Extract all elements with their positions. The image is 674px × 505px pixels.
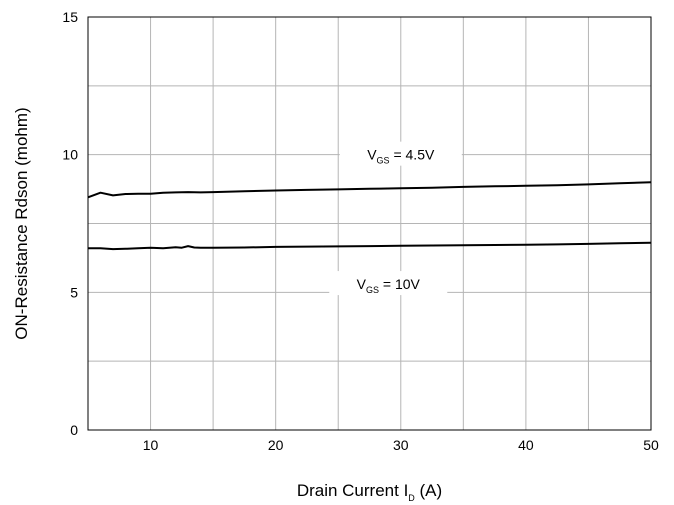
- y-tick-label: 0: [70, 422, 78, 438]
- y-tick-label: 10: [62, 147, 78, 163]
- x-axis-title-subscript: D: [408, 493, 415, 503]
- series-label: VGS = 10V: [357, 276, 421, 295]
- series-line-1: [88, 241, 652, 251]
- series-label-background: [339, 141, 462, 166]
- x-axis-title-main: Drain Current I: [297, 481, 408, 500]
- series-label-subscript: GS: [377, 156, 390, 166]
- tick-labels: 10 20 30 40 50 0 5 10 15: [62, 9, 659, 453]
- x-tick-label: 50: [643, 437, 659, 453]
- x-axis-title: Drain Current ID (A): [297, 481, 442, 503]
- series-label: VGS = 4.5V: [367, 147, 435, 166]
- x-tick-label: 40: [518, 437, 534, 453]
- series-label-value: = 4.5V: [390, 147, 435, 163]
- x-axis-title-unit: (A): [415, 481, 442, 500]
- series-line-0: [87, 181, 652, 199]
- series-label-main: V: [357, 276, 367, 292]
- series-label-value: = 10V: [379, 276, 421, 292]
- x-tick-label: 20: [268, 437, 284, 453]
- y-tick-label: 15: [62, 9, 78, 25]
- x-tick-label: 10: [143, 437, 159, 453]
- y-tick-label: 5: [70, 284, 78, 300]
- series-lines: [87, 181, 652, 251]
- x-tick-label: 30: [393, 437, 409, 453]
- series-label-main: V: [367, 147, 377, 163]
- series-label-background: [329, 271, 448, 296]
- series-label-subscript: GS: [366, 285, 379, 295]
- y-axis-title: ON-Resistance Rdson (mohm): [12, 107, 31, 339]
- plot-frame: [87, 16, 652, 431]
